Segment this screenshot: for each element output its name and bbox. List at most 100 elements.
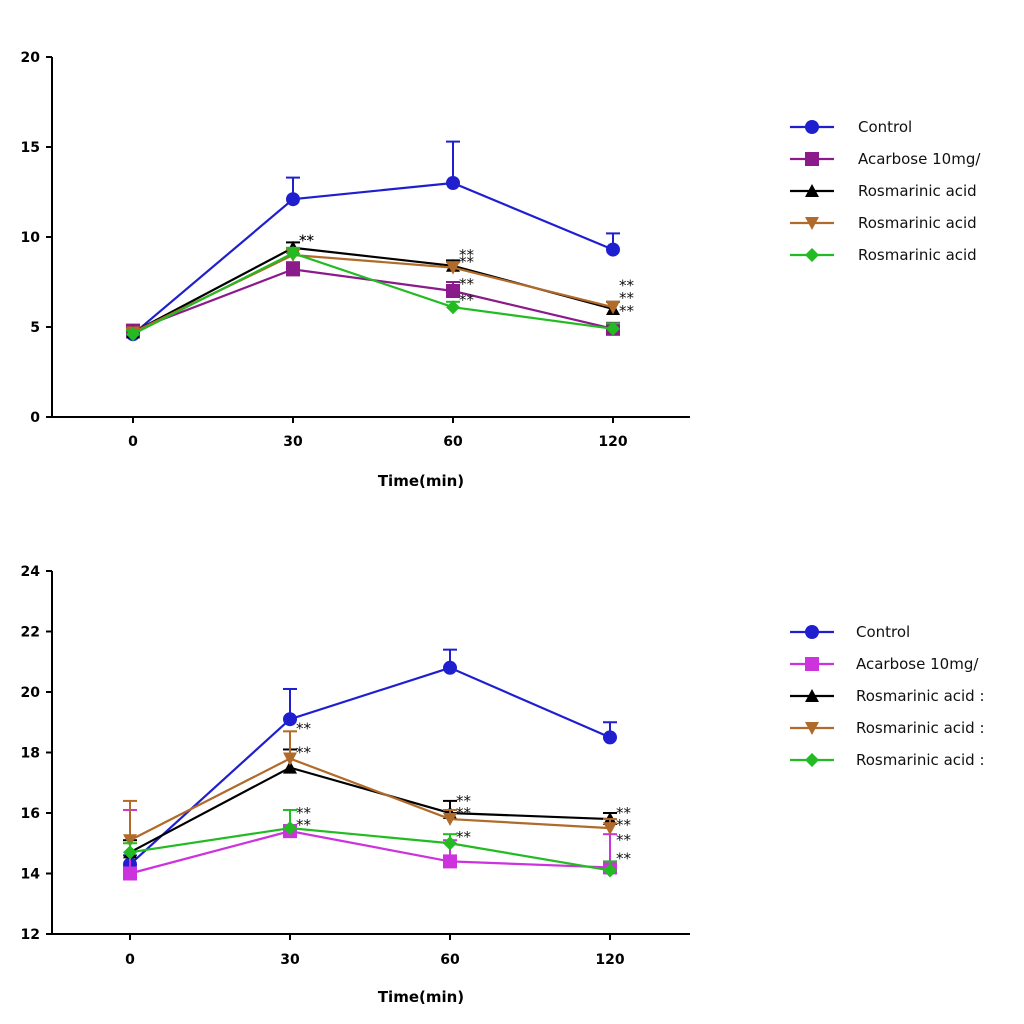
data-point: [283, 752, 297, 766]
series-line: [132, 252, 614, 336]
legend-marker: [805, 657, 819, 671]
data-point: [283, 760, 297, 774]
y-tick-label: 0: [30, 410, 40, 426]
x-tick-label: 60: [443, 434, 463, 450]
significance-stars: **: [299, 232, 315, 250]
y-tick-label: 15: [21, 140, 40, 156]
significance-stars: **: [619, 277, 635, 295]
data-point: [606, 301, 620, 315]
data-point: [443, 854, 457, 869]
y-tick-label: 24: [21, 564, 41, 580]
series-line: [129, 766, 611, 854]
y-tick-label: 20: [21, 685, 41, 701]
data-point: [603, 730, 617, 745]
legend-marker: [805, 120, 819, 134]
y-tick-label: 10: [21, 230, 41, 246]
x-tick-label: 120: [595, 952, 624, 968]
series-5: [126, 246, 620, 342]
x-tick-label: 30: [283, 434, 303, 450]
series-2: [123, 808, 617, 881]
legend-marker: [805, 689, 819, 702]
legend-marker: [805, 722, 819, 735]
significance-stars: **: [459, 275, 475, 293]
x-tick-label: 0: [128, 434, 138, 450]
y-tick-label: 22: [21, 625, 40, 641]
legend-label: Rosmarinic acid :: [856, 719, 985, 737]
data-point: [123, 834, 137, 848]
significance-stars: **: [296, 804, 312, 822]
series-line: [132, 268, 614, 332]
x-tick-label: 60: [440, 952, 460, 968]
significance-stars: **: [619, 289, 635, 307]
x-tick-label: 30: [280, 952, 300, 968]
significance-stars: **: [296, 816, 312, 834]
series-5: [123, 808, 617, 878]
data-point: [123, 866, 137, 881]
significance-stars: **: [296, 719, 312, 737]
data-point: [603, 822, 617, 836]
data-point: [123, 845, 137, 860]
legend-label: Acarbose 10mg/: [856, 655, 979, 673]
data-point: [283, 821, 297, 836]
series-line: [129, 757, 611, 842]
legend-label: Rosmarinic acid: [858, 214, 977, 232]
legend-label: Rosmarinic acid: [858, 182, 977, 200]
data-point: [286, 262, 300, 277]
series-line: [129, 666, 611, 866]
significance-stars: **: [296, 744, 312, 762]
legend: Control Acarbose 10mg/Rosmarinic acid : Ro…: [790, 623, 985, 769]
x-tick-label: 120: [598, 434, 627, 450]
data-point: [446, 176, 460, 190]
series-1: [126, 140, 620, 342]
legend-label: Control: [858, 118, 912, 136]
significance-stars: **: [456, 804, 472, 822]
data-point: [286, 246, 300, 261]
data-point: [606, 321, 620, 336]
data-point: [606, 242, 620, 257]
significance-stars: **: [299, 232, 315, 250]
significance-stars: **: [459, 246, 475, 264]
data-point: [443, 836, 457, 851]
series-line: [132, 181, 614, 336]
y-tick-label: 5: [30, 320, 40, 336]
significance-stars: **: [459, 291, 475, 309]
legend-marker: [805, 217, 819, 230]
data-point: [446, 284, 460, 298]
legend: Control Acarbose 10mg/Rosmarinic acid Rosm…: [790, 118, 981, 264]
legend-marker: [805, 625, 819, 639]
data-point: [443, 660, 457, 675]
series-line: [129, 827, 611, 872]
significance-stars: **: [456, 828, 472, 846]
significance-stars: **: [616, 831, 632, 849]
y-tick-label: 12: [21, 927, 40, 943]
legend-label: Control: [856, 623, 910, 641]
legend-label: Acarbose 10mg/: [858, 150, 981, 168]
legend-marker: [805, 248, 819, 262]
x-axis-title: Time(min): [378, 472, 464, 490]
legend-label: Rosmarinic acid :: [856, 751, 985, 769]
data-point: [446, 261, 460, 275]
series-4: [123, 730, 617, 848]
y-tick-label: 14: [21, 867, 41, 883]
series-1: [123, 648, 617, 872]
series-4: [126, 248, 620, 340]
significance-stars: **: [459, 253, 475, 271]
data-point: [443, 813, 457, 827]
significance-stars: **: [616, 816, 632, 834]
y-tick-label: 16: [21, 806, 40, 822]
data-point: [603, 863, 617, 878]
x-tick-label: 0: [125, 952, 135, 968]
data-point: [126, 327, 140, 342]
data-point: [446, 300, 460, 315]
x-axis-title: Time(min): [378, 988, 464, 1006]
legend-label: Rosmarinic acid :: [856, 687, 985, 705]
y-tick-label: 18: [21, 746, 40, 762]
series-line: [129, 830, 611, 875]
significance-stars: **: [616, 849, 632, 867]
significance-stars: **: [619, 302, 635, 320]
legend-marker: [805, 184, 819, 197]
legend-marker: [805, 152, 819, 166]
